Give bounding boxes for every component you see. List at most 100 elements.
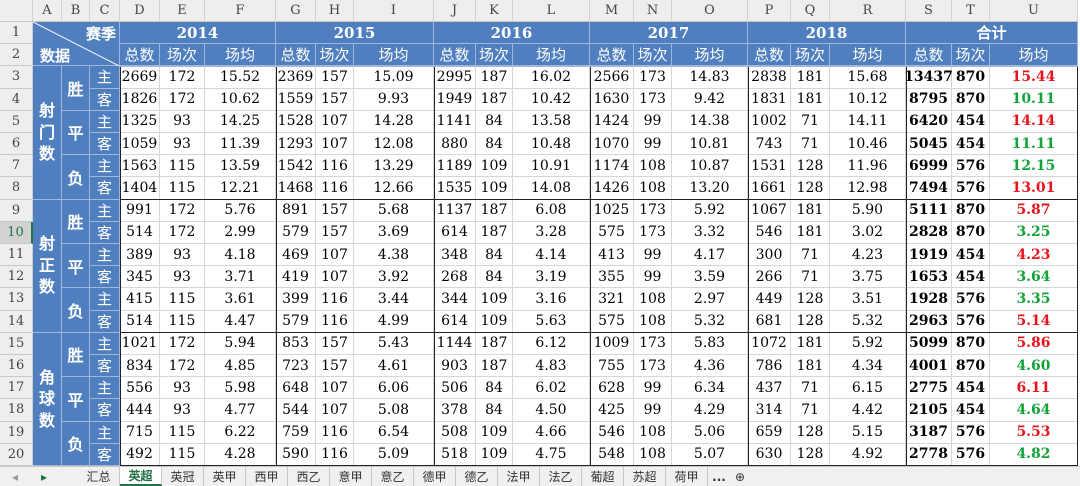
- column-header[interactable]: O: [672, 0, 748, 22]
- data-cell: 10.62: [205, 88, 276, 111]
- data-cell: 71: [791, 133, 830, 156]
- block-separator: [120, 66, 121, 466]
- sheet-tab[interactable]: 荷甲: [666, 467, 708, 486]
- column-header[interactable]: C: [90, 0, 120, 22]
- block-separator: [434, 66, 435, 466]
- corner-header: 赛季 数据: [33, 22, 120, 67]
- column-header[interactable]: K: [476, 0, 513, 22]
- sheet-tab[interactable]: 苏超: [624, 467, 666, 486]
- row-header[interactable]: 8: [0, 177, 33, 200]
- data-cell: 13.01: [990, 177, 1078, 200]
- data-cell: 2669: [120, 66, 160, 89]
- data-cell: 13.20: [672, 177, 748, 200]
- sheet-tab[interactable]: 德甲: [414, 467, 456, 486]
- row-header[interactable]: 7: [0, 155, 33, 178]
- data-cell: 518: [434, 443, 476, 466]
- row-header[interactable]: 6: [0, 133, 33, 156]
- column-header[interactable]: D: [120, 0, 160, 22]
- row-header[interactable]: 16: [0, 355, 33, 378]
- sheet-tab[interactable]: 英超: [120, 467, 162, 486]
- sheet-tab[interactable]: 意乙: [372, 467, 414, 486]
- data-cell: 870: [952, 199, 990, 222]
- side-label: 主: [90, 377, 120, 400]
- data-cell: 93: [160, 377, 205, 400]
- row-header[interactable]: 13: [0, 288, 33, 311]
- row-header[interactable]: 19: [0, 421, 33, 444]
- tab-scroll-right[interactable]: ▸: [40, 469, 48, 484]
- column-header[interactable]: M: [590, 0, 634, 22]
- row-header[interactable]: 20: [0, 443, 33, 466]
- row-header[interactable]: 18: [0, 399, 33, 422]
- sheet-tab[interactable]: 英甲: [204, 467, 246, 486]
- data-cell: 870: [952, 332, 990, 355]
- row-header[interactable]: 9: [0, 199, 33, 222]
- column-header[interactable]: H: [316, 0, 354, 22]
- column-header[interactable]: T: [952, 0, 990, 22]
- data-cell: 128: [791, 310, 830, 333]
- row-header[interactable]: 2: [0, 44, 33, 67]
- sheet-tab[interactable]: 西甲: [246, 467, 288, 486]
- data-cell: 853: [276, 332, 316, 355]
- tab-scroll-left[interactable]: ◂: [11, 469, 19, 484]
- data-cell: 5.53: [990, 421, 1078, 444]
- data-cell: 1630: [590, 88, 634, 111]
- result-label: 负: [62, 155, 90, 200]
- select-all[interactable]: [0, 0, 33, 22]
- sheet-tab[interactable]: 意甲: [330, 467, 372, 486]
- corner-diagonal: [33, 22, 120, 67]
- data-cell: 157: [316, 355, 354, 378]
- season-header: 合计: [906, 22, 1078, 45]
- column-header[interactable]: P: [748, 0, 791, 22]
- tab-overflow[interactable]: ...: [712, 469, 726, 484]
- data-cell: 903: [434, 355, 476, 378]
- column-header[interactable]: I: [354, 0, 434, 22]
- sheet-tab[interactable]: 西乙: [288, 467, 330, 486]
- data-cell: 107: [316, 377, 354, 400]
- data-cell: 1426: [590, 177, 634, 200]
- column-header[interactable]: S: [906, 0, 952, 22]
- row-header[interactable]: 15: [0, 332, 33, 355]
- sheet-tab[interactable]: 英冠: [162, 467, 204, 486]
- column-header[interactable]: N: [634, 0, 672, 22]
- data-cell: 4.60: [990, 355, 1078, 378]
- row-header[interactable]: 11: [0, 244, 33, 267]
- column-header[interactable]: J: [434, 0, 476, 22]
- side-label: 客: [90, 221, 120, 244]
- column-header[interactable]: R: [830, 0, 906, 22]
- column-header[interactable]: B: [62, 0, 90, 22]
- data-cell: 128: [791, 421, 830, 444]
- row-header[interactable]: 4: [0, 88, 33, 111]
- row-header[interactable]: 5: [0, 110, 33, 133]
- column-header[interactable]: F: [205, 0, 276, 22]
- data-cell: 454: [952, 266, 990, 289]
- column-header[interactable]: G: [276, 0, 316, 22]
- data-cell: 5.92: [830, 332, 906, 355]
- column-header[interactable]: U: [990, 0, 1078, 22]
- data-cell: 2828: [906, 221, 952, 244]
- add-sheet[interactable]: ⊕: [734, 469, 746, 484]
- result-label: 负: [62, 421, 90, 466]
- row-header[interactable]: 12: [0, 266, 33, 289]
- row-header[interactable]: 1: [0, 22, 33, 45]
- row-header[interactable]: 10: [0, 221, 33, 244]
- column-header[interactable]: E: [160, 0, 205, 22]
- row-header[interactable]: 17: [0, 377, 33, 400]
- data-cell: 1067: [748, 199, 791, 222]
- column-header[interactable]: L: [513, 0, 590, 22]
- data-cell: 576: [952, 155, 990, 178]
- sheet-tab[interactable]: 汇总: [78, 467, 120, 486]
- row-header[interactable]: 14: [0, 310, 33, 333]
- column-header[interactable]: Q: [791, 0, 830, 22]
- data-cell: 181: [791, 88, 830, 111]
- sheet-tab[interactable]: 法甲: [498, 467, 540, 486]
- group-label-text: 角球数: [38, 367, 55, 430]
- result-label: 胜: [62, 199, 90, 244]
- sheet-tab[interactable]: 葡超: [582, 467, 624, 486]
- column-header[interactable]: A: [33, 0, 62, 22]
- data-cell: 181: [791, 199, 830, 222]
- sheet-tab[interactable]: 德乙: [456, 467, 498, 486]
- data-cell: 454: [952, 244, 990, 267]
- sheet-tab[interactable]: 法乙: [540, 467, 582, 486]
- row-header[interactable]: 3: [0, 66, 33, 89]
- data-cell: 576: [952, 177, 990, 200]
